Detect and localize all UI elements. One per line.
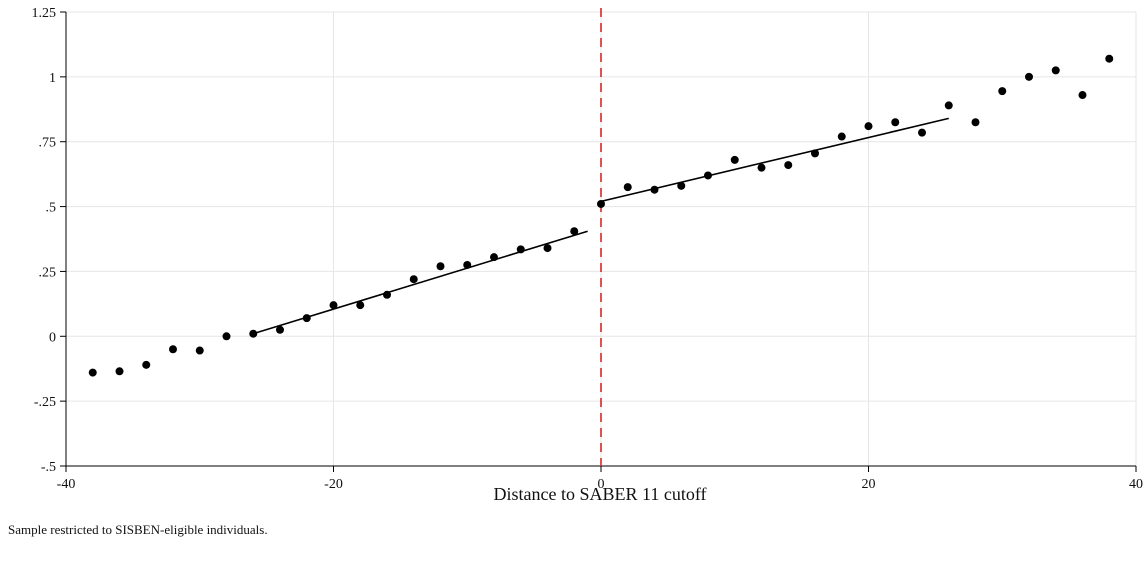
data-point (704, 171, 712, 180)
x-tick-label: 40 (1129, 477, 1143, 492)
y-tick-label: -.5 (41, 460, 56, 475)
x-tick-label: 20 (862, 477, 876, 492)
data-point (543, 244, 552, 253)
data-point (864, 122, 873, 131)
scatter-points (88, 54, 1114, 377)
data-point (88, 368, 97, 377)
data-point (516, 245, 525, 254)
data-point (490, 253, 498, 262)
data-point (436, 262, 445, 271)
data-point (356, 301, 365, 310)
y-tick-label: .75 (39, 136, 57, 151)
data-point (383, 290, 391, 299)
data-point (1105, 54, 1114, 63)
x-tick-label: 0 (598, 477, 605, 492)
data-point (1078, 91, 1087, 100)
data-point (998, 87, 1007, 96)
data-point (409, 275, 418, 284)
y-tick-label: .5 (46, 201, 57, 216)
y-tick-label: 1.25 (32, 6, 57, 21)
chart-note: Sample restricted to SISBEN-eligible ind… (8, 522, 268, 537)
data-point (891, 118, 900, 127)
data-point (837, 132, 846, 141)
data-point (249, 329, 258, 338)
data-point (623, 183, 632, 192)
data-point (597, 199, 605, 208)
y-tick-label: .25 (39, 265, 57, 280)
data-point (757, 163, 766, 172)
data-point (222, 332, 231, 341)
y-tick-label: 0 (49, 330, 56, 345)
fit-line (600, 117, 949, 203)
data-point (570, 227, 579, 236)
data-point (169, 345, 177, 354)
x-tick-label: -20 (324, 477, 343, 492)
data-point (650, 185, 659, 194)
data-point (195, 346, 204, 355)
data-point (944, 101, 953, 110)
data-point (971, 118, 980, 127)
axes: -.5 -.25 0 .25 .5 .75 1 1.25 -40 -20 0 20 40 (32, 6, 1144, 492)
y-tick-label: 1 (49, 71, 56, 86)
data-point (276, 325, 284, 334)
data-point (811, 149, 819, 158)
data-point (463, 260, 472, 269)
data-point (302, 314, 311, 323)
data-point (1051, 66, 1060, 75)
data-point (677, 181, 686, 190)
x-tick-label: -40 (57, 477, 76, 492)
data-point (730, 155, 739, 164)
data-point (784, 161, 793, 170)
data-point (329, 301, 338, 310)
data-point (115, 367, 124, 376)
data-point (142, 360, 151, 369)
y-tick-label: -.25 (34, 395, 56, 410)
data-point (1025, 72, 1033, 81)
x-axis-title: Distance to SABER 11 cutoff (494, 484, 707, 504)
data-point (918, 128, 926, 137)
